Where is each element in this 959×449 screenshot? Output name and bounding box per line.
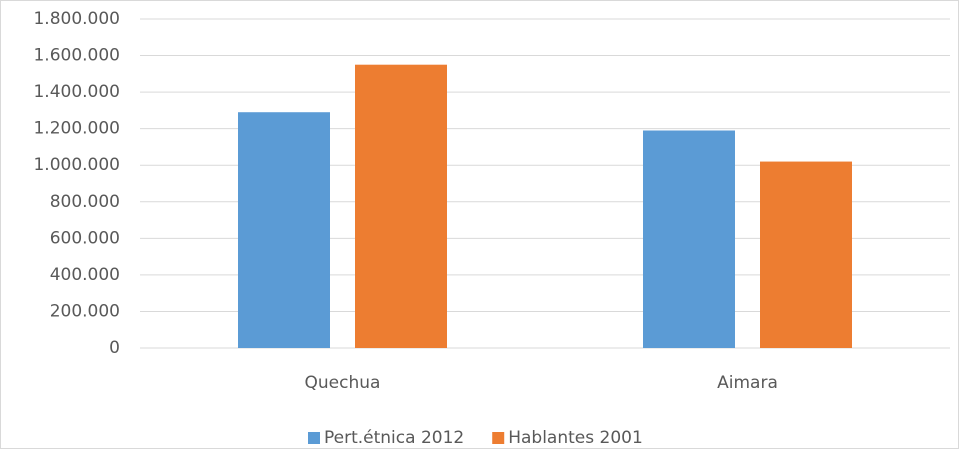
legend-swatch — [492, 432, 505, 444]
bar — [238, 112, 330, 348]
y-tick-label: 0 — [109, 338, 120, 358]
y-tick-label: 1.400.000 — [33, 82, 120, 102]
y-tick-label: 400.000 — [50, 265, 120, 285]
x-tick-label: Quechua — [305, 373, 381, 393]
y-tick-label: 800.000 — [50, 192, 120, 212]
bar — [355, 64, 447, 348]
legend-swatch — [308, 432, 320, 444]
bar — [760, 161, 852, 348]
legend-label: Pert.étnica 2012 — [324, 428, 464, 448]
y-tick-label: 1.200.000 — [33, 119, 120, 139]
y-tick-label: 1.600.000 — [33, 46, 120, 66]
legend-label: Hablantes 2001 — [508, 428, 643, 448]
y-tick-label: 1.000.000 — [33, 155, 120, 175]
bar — [643, 130, 735, 348]
y-tick-label: 1.800.000 — [33, 9, 120, 29]
x-tick-label: Aimara — [717, 373, 778, 393]
y-tick-label: 200.000 — [50, 301, 120, 321]
y-tick-label: 600.000 — [50, 228, 120, 248]
